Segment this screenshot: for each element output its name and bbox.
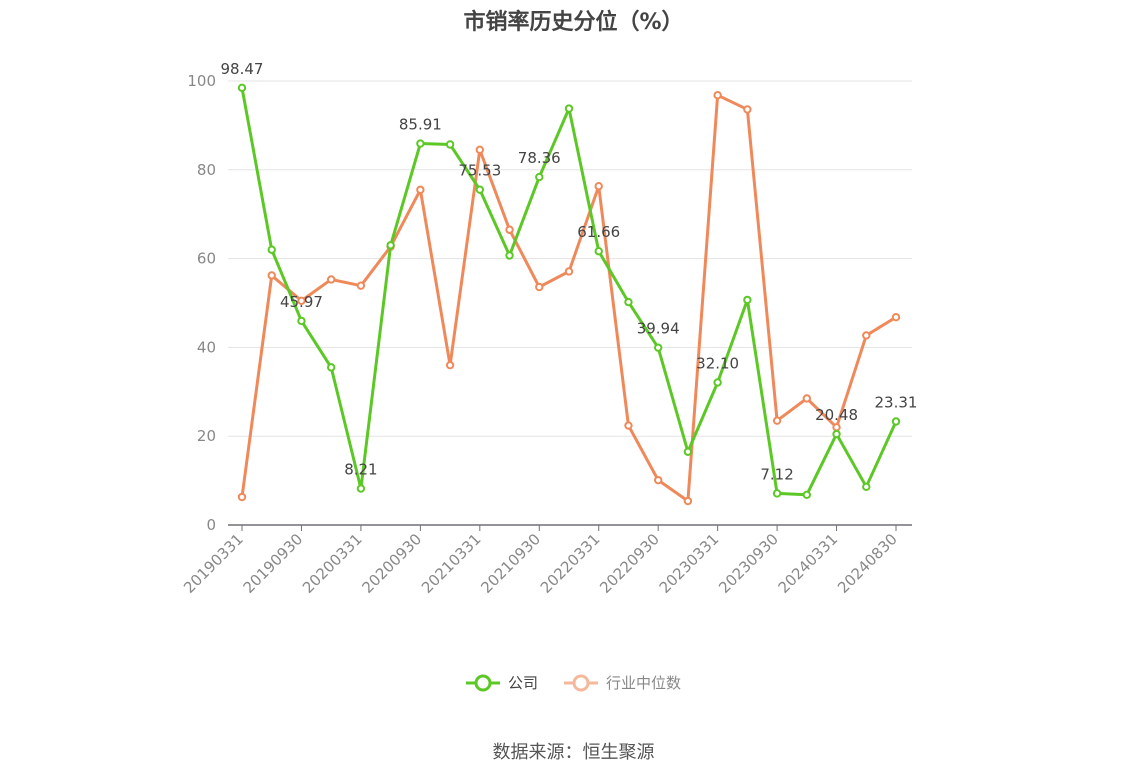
data-point-industry <box>237 492 247 502</box>
data-point-company <box>653 343 663 352</box>
series-layer <box>237 83 901 506</box>
data-point-company <box>772 489 782 498</box>
chart-title: 市销率历史分位（%） <box>463 10 684 35</box>
data-point-company <box>237 83 247 92</box>
y-tick-label: 20 <box>197 427 216 445</box>
data-point-industry <box>564 267 574 276</box>
data-point-industry <box>891 313 901 322</box>
data-point-company <box>802 490 812 500</box>
data-point-company <box>267 245 276 254</box>
data-point-company <box>594 247 603 256</box>
x-tick-label: 20230930 <box>715 530 782 597</box>
data-point-company <box>713 378 722 387</box>
x-tick-label: 20210331 <box>418 530 485 597</box>
x-tick-label: 20220331 <box>537 530 604 597</box>
legend-label-industry: 行业中位数 <box>606 674 682 692</box>
data-point-industry <box>713 91 722 100</box>
data-label: 23.31 <box>875 394 918 412</box>
data-label: 75.53 <box>458 162 501 180</box>
data-point-company <box>683 447 693 456</box>
x-tick-label: 20190331 <box>180 530 247 597</box>
data-point-industry <box>535 282 544 292</box>
data-point-company <box>416 139 425 148</box>
data-point-company <box>297 316 306 326</box>
legend-item-company[interactable]: 公司 <box>465 672 538 693</box>
data-label: 7.12 <box>760 465 793 483</box>
data-point-company <box>832 429 841 439</box>
data-label: 45.97 <box>280 293 323 311</box>
data-label: 98.47 <box>221 60 264 78</box>
data-point-industry <box>683 496 693 506</box>
data-label: 61.66 <box>577 223 620 241</box>
data-point-industry <box>416 185 425 194</box>
legend-company-marker <box>465 674 500 691</box>
data-point-industry <box>802 394 812 403</box>
y-axis-ticks: 0 20 40 60 80 100 <box>187 72 216 534</box>
series-line-company <box>240 87 898 497</box>
x-tick-label: 20220930 <box>596 530 663 597</box>
data-point-industry <box>475 145 485 155</box>
legend: 公司 行业中位数 <box>0 672 1147 693</box>
data-point-company <box>564 104 574 113</box>
data-point-industry <box>594 182 603 191</box>
data-point-company <box>862 482 871 492</box>
legend-industry-marker <box>564 674 598 691</box>
data-point-industry <box>505 225 514 234</box>
y-tick-label: 40 <box>197 338 216 356</box>
data-point-industry <box>862 331 871 340</box>
data-point-industry <box>772 416 782 425</box>
data-point-industry <box>832 423 841 432</box>
data-point-company <box>505 251 514 260</box>
x-axis: 2019033120190930202003312020093020210331… <box>180 524 912 597</box>
data-point-company <box>356 484 366 493</box>
legend-item-industry[interactable]: 行业中位数 <box>564 672 681 693</box>
data-label: 32.10 <box>696 354 739 372</box>
grid-lines <box>228 80 912 437</box>
data-point-company <box>743 295 752 305</box>
data-point-industry <box>743 105 752 114</box>
data-label: 39.94 <box>637 320 680 338</box>
data-label: 78.36 <box>518 149 561 167</box>
data-point-company <box>891 417 901 426</box>
data-point-company <box>624 297 633 307</box>
y-tick-label: 100 <box>187 72 216 90</box>
y-tick-label: 0 <box>206 516 216 534</box>
data-point-industry <box>297 296 306 305</box>
data-point-company <box>445 140 455 149</box>
x-tick-label: 20240830 <box>834 530 901 597</box>
data-point-industry <box>267 271 276 280</box>
x-tick-label: 20240331 <box>775 530 842 597</box>
x-tick-label: 20200331 <box>299 530 366 597</box>
data-point-company <box>386 241 395 250</box>
series-line-industry <box>240 93 897 503</box>
source-note: 数据来源：恒生聚源 <box>492 742 655 763</box>
data-point-industry <box>326 275 336 284</box>
data-point-company <box>475 185 485 194</box>
data-label: 20.48 <box>815 406 858 424</box>
x-tick-label: 20230331 <box>656 530 723 597</box>
data-point-company <box>326 363 336 372</box>
data-label: 85.91 <box>399 116 442 134</box>
data-point-industry <box>653 475 663 485</box>
data-point-industry <box>356 281 366 290</box>
data-label: 8.21 <box>344 461 377 479</box>
y-tick-label: 60 <box>197 250 216 268</box>
x-tick-label: 20210930 <box>477 530 544 597</box>
x-tick-label: 20190930 <box>240 530 307 597</box>
legend-label-company: 公司 <box>507 674 538 692</box>
y-tick-label: 80 <box>197 161 216 179</box>
data-point-company <box>535 172 544 182</box>
data-point-industry <box>445 360 455 370</box>
x-tick-label: 20200930 <box>358 530 425 597</box>
data-point-industry <box>624 421 633 430</box>
data-labels: 98.47 45.97 8.21 85.91 75.53 78.36 61.66 39.94 3… <box>221 60 918 484</box>
